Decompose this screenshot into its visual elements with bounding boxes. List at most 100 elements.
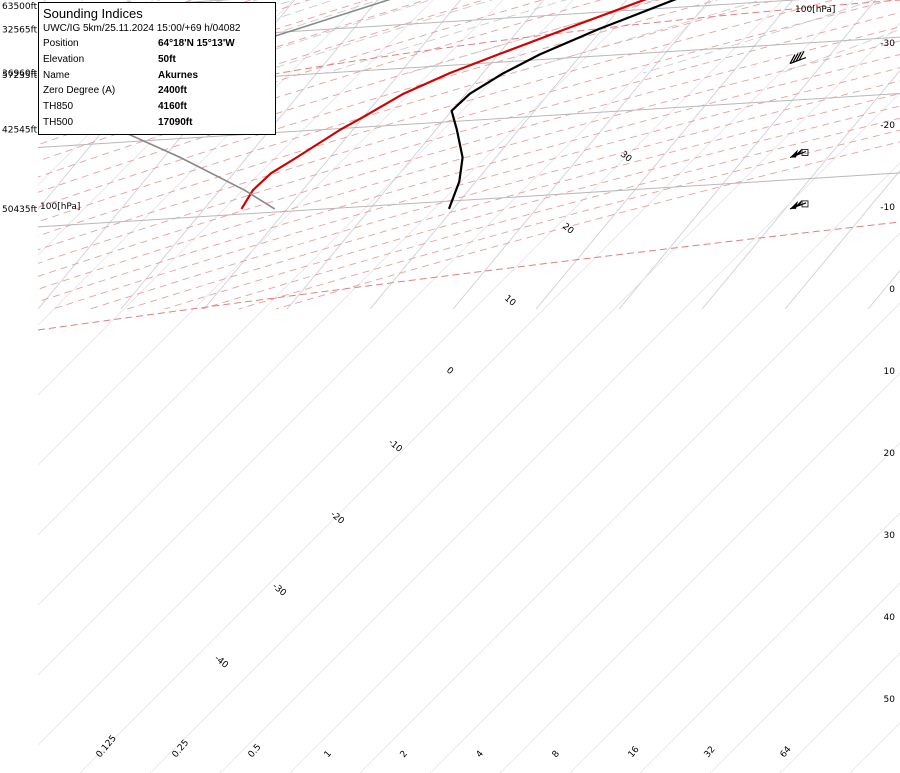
barb-box bbox=[801, 200, 809, 208]
info-row: Zero Degree (A) 2400ft bbox=[43, 83, 271, 99]
barb-staff bbox=[789, 56, 807, 65]
guide-line bbox=[359, 232, 900, 773]
isotherm-line bbox=[203, 0, 462, 310]
info-row: Name Akurnes bbox=[43, 68, 271, 84]
right-temperature-tick: -20 bbox=[880, 121, 895, 131]
right-temperature-tick: -30 bbox=[880, 39, 895, 49]
right-temperature-tick: 0 bbox=[889, 285, 895, 295]
mixing-ratio-label: 8 bbox=[551, 749, 563, 760]
dry-adiabat bbox=[38, 0, 544, 162]
barb-pennant bbox=[790, 149, 798, 158]
mixing-ratio-label: 0.25 bbox=[171, 738, 192, 760]
info-value: 4160ft bbox=[158, 101, 187, 113]
guide-line bbox=[38, 0, 364, 326]
temperature-line bbox=[447, 0, 677, 210]
isotherm-line bbox=[120, 0, 379, 310]
altitude-label: 36960ft bbox=[2, 69, 38, 79]
guide-line bbox=[79, 0, 854, 773]
info-value: Akurnes bbox=[158, 69, 199, 81]
dry-adiabat bbox=[38, 0, 427, 129]
parcel-line bbox=[65, 0, 391, 210]
mixing-ratio-label: 4 bbox=[475, 749, 487, 760]
guide-line bbox=[149, 22, 900, 773]
guide-line bbox=[569, 442, 900, 773]
isotherm-line bbox=[452, 0, 711, 310]
info-key: Elevation bbox=[43, 53, 85, 65]
info-key: TH850 bbox=[43, 101, 74, 113]
isotherm-label: -10 bbox=[386, 438, 404, 455]
tropopause-line bbox=[38, 221, 900, 331]
isotherm-label: -40 bbox=[212, 654, 230, 671]
altitude-label: 57235ft bbox=[2, 71, 38, 81]
guide-line bbox=[709, 582, 900, 773]
isotherm-line bbox=[286, 0, 545, 310]
guide-line bbox=[38, 0, 574, 536]
altitude-label: 42545ft bbox=[2, 125, 38, 135]
barb-flag bbox=[792, 53, 799, 63]
isotherm-label: -20 bbox=[328, 510, 346, 527]
moist-adiabat bbox=[896, 70, 900, 74]
mixing-ratio-label: 2 bbox=[399, 749, 410, 760]
guide-line bbox=[779, 652, 900, 773]
info-row: TH850 4160ft bbox=[43, 99, 271, 115]
info-key: Position bbox=[43, 38, 79, 49]
info-value: 2400ft bbox=[158, 85, 187, 97]
barb-flag bbox=[795, 52, 802, 62]
wind-barb bbox=[789, 199, 809, 210]
guide-line bbox=[499, 372, 900, 773]
right-temperature-tick: -10 bbox=[880, 203, 895, 213]
isotherm-label: 10 bbox=[502, 294, 517, 309]
barb-box bbox=[801, 149, 809, 156]
isotherm-line bbox=[369, 0, 628, 310]
isotherm-line bbox=[784, 169, 900, 310]
dry-adiabat bbox=[38, 0, 661, 193]
guide-line bbox=[639, 512, 900, 773]
info-key: Name bbox=[43, 69, 70, 81]
dry-adiabat bbox=[38, 0, 777, 223]
wind-barb bbox=[789, 148, 809, 159]
guide-line bbox=[38, 0, 644, 606]
mixing-ratio-label: 64 bbox=[779, 745, 794, 760]
guide-line bbox=[289, 162, 900, 773]
info-value: 64°18'N 15°13'W bbox=[158, 38, 235, 49]
wind-barbs bbox=[789, 50, 809, 210]
mixing-ratio-label: 16 bbox=[627, 745, 642, 760]
altitude-label: 63500ft bbox=[2, 2, 38, 12]
right-temperature-tick: 40 bbox=[884, 613, 896, 623]
altitude-label: 50435ft bbox=[2, 205, 38, 215]
isobar-line bbox=[38, 172, 900, 228]
altitude-label: 32565ft bbox=[2, 25, 38, 35]
info-key: Zero Degree (A) bbox=[43, 85, 116, 97]
barb-flag bbox=[798, 50, 805, 61]
guide-line bbox=[38, 0, 784, 746]
pressure-label-right: 100[hPa] bbox=[795, 5, 835, 15]
info-subtitle: UWC/IG 5km/25.11.2024 15:00/+69 h/04082 bbox=[43, 23, 241, 34]
mixing-ratio-label: 32 bbox=[703, 745, 718, 760]
guide-line bbox=[429, 302, 900, 773]
info-row: TH500 17090ft bbox=[43, 115, 271, 131]
guide-line bbox=[219, 92, 900, 773]
right-temperature-tick: 20 bbox=[884, 449, 896, 459]
wind-barb bbox=[789, 50, 807, 65]
info-title: Sounding Indices bbox=[43, 6, 143, 21]
upper-reference-line bbox=[239, 0, 900, 81]
right-temperature-tick: 50 bbox=[884, 695, 896, 705]
dry-adiabat bbox=[38, 26, 900, 277]
sounding-info-box: Sounding Indices UWC/IG 5km/25.11.2024 1… bbox=[38, 2, 276, 135]
dry-adiabat bbox=[38, 0, 894, 251]
series-lines bbox=[65, 0, 677, 210]
pressure-label: 100[hPa] bbox=[40, 202, 80, 212]
info-row: Position 64°18'N 15°13'W bbox=[43, 36, 271, 52]
barb-pennant bbox=[790, 200, 798, 209]
isotherm-label: -30 bbox=[270, 582, 288, 599]
mixing-ratio-label: 0.125 bbox=[95, 734, 119, 760]
isotherm-line bbox=[535, 0, 794, 310]
isotherm-label: 0 bbox=[444, 366, 455, 378]
info-value: 50ft bbox=[158, 53, 176, 65]
mixing-ratio-label: 0.5 bbox=[247, 743, 264, 760]
isotherm-label: 20 bbox=[560, 222, 575, 237]
guide-line bbox=[38, 0, 434, 396]
info-row: Elevation 50ft bbox=[43, 52, 271, 68]
guide-line bbox=[38, 0, 504, 466]
